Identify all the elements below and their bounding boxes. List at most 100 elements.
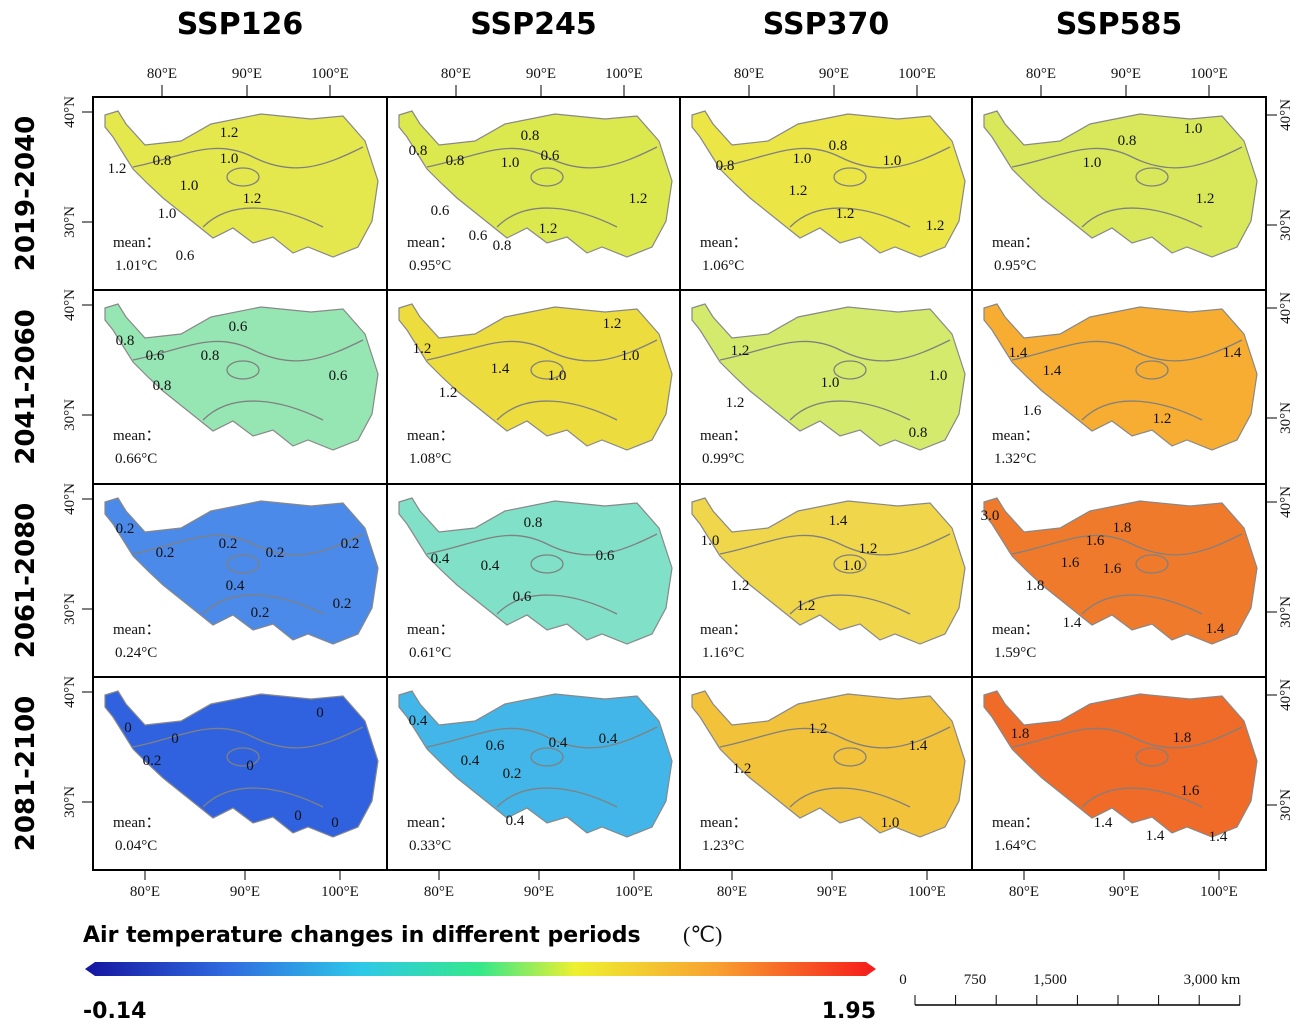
mean-value: 0.95°C xyxy=(994,258,1036,274)
lon-label-bottom: 80°E xyxy=(130,884,160,900)
mean-label: mean： xyxy=(700,815,747,831)
row-label: 2041-2060 xyxy=(11,309,41,465)
lat-label-right: 40°N xyxy=(1278,99,1294,131)
scale-label: 1,500 xyxy=(1033,972,1067,988)
contour-line xyxy=(132,339,364,421)
mean-label: mean： xyxy=(992,235,1039,251)
contour-label: 1.2 xyxy=(1153,411,1172,427)
mean-value: 1.08°C xyxy=(409,451,451,467)
contour-line xyxy=(1011,146,1243,228)
contour-label: 0.6 xyxy=(486,738,505,754)
lat-label-left: 40°N xyxy=(62,289,78,321)
contour-line xyxy=(132,533,364,615)
contour-label: 1.0 xyxy=(548,368,567,384)
contour-label: 0.2 xyxy=(156,545,175,561)
contour-label: 1.2 xyxy=(539,221,558,237)
row-label: 2081-2100 xyxy=(11,696,41,852)
contour-label: 1.4 xyxy=(1043,363,1062,379)
mean-label: mean： xyxy=(992,815,1039,831)
contour-line xyxy=(1135,747,1169,767)
contour-label: 1.6 xyxy=(1086,533,1105,549)
contour-label: 1.2 xyxy=(809,721,828,737)
contour-label: 0.4 xyxy=(461,753,480,769)
lon-label-bottom: 100°E xyxy=(615,884,653,900)
contour-label: 1.4 xyxy=(1223,345,1242,361)
lon-label-bottom: 80°E xyxy=(1009,884,1039,900)
row-label: 2061-2080 xyxy=(11,503,41,659)
lon-label-top: 80°E xyxy=(441,66,471,82)
contour-line xyxy=(530,360,564,380)
contour-label: 0.2 xyxy=(341,536,360,552)
contour-label: 1.6 xyxy=(1103,561,1122,577)
lat-label-right: 30°N xyxy=(1278,789,1294,821)
row-label: 2019-2040 xyxy=(11,116,41,272)
contour-label: 0.6 xyxy=(146,348,165,364)
mean-label: mean： xyxy=(992,622,1039,638)
panel: 1.4 1.4 1.4 1.6 1.2 mean： 1.32°C xyxy=(971,289,1267,485)
contour-label: 1.6 xyxy=(1061,555,1080,571)
contour-label: 0.2 xyxy=(503,766,522,782)
mean-value: 1.23°C xyxy=(702,838,744,854)
mean-value: 0.04°C xyxy=(115,838,157,854)
mean-value: 1.64°C xyxy=(994,838,1036,854)
panel: 3.0 1.8 1.6 1.6 1.6 1.8 1.4 1.4 mean： 1.59°C xyxy=(971,483,1267,678)
contour-label: 3.0 xyxy=(981,508,1000,524)
mean-value: 1.01°C xyxy=(115,258,157,274)
lon-label-top: 100°E xyxy=(311,66,349,82)
contour-label: 1.0 xyxy=(158,206,177,222)
contour-line xyxy=(226,747,260,767)
contour-label: 0.8 xyxy=(409,143,428,159)
scale-label: 0 xyxy=(899,972,907,988)
contour-label: 0 xyxy=(331,815,339,831)
panel: 0.4 0.4 0.6 0.4 0.4 0.2 0.4 mean： 0.33°C xyxy=(386,676,681,871)
contour-label: 0.4 xyxy=(409,713,428,729)
contour-label: 0.2 xyxy=(266,545,285,561)
colorbar-max: 1.95 xyxy=(822,999,876,1024)
contour-label: 0.6 xyxy=(431,203,450,219)
contour-label: 1.4 xyxy=(1009,345,1028,361)
contour-label: 1.4 xyxy=(1094,815,1113,831)
mean-label: mean： xyxy=(407,428,454,444)
contour-label: 1.0 xyxy=(843,558,862,574)
contour-label: 1.2 xyxy=(836,206,855,222)
contour-label: 1.0 xyxy=(701,533,720,549)
contour-label: 1.2 xyxy=(859,541,878,557)
contour-label: 0.2 xyxy=(251,605,270,621)
mean-label: mean： xyxy=(407,235,454,251)
contour-label: 0.8 xyxy=(153,153,172,169)
column-header: SSP585 xyxy=(1056,7,1182,42)
contour-label: 0.8 xyxy=(524,515,543,531)
contour-label: 1.2 xyxy=(731,343,750,359)
panel: 1.2 1.0 1.0 1.2 0.8 mean： 0.99°C xyxy=(679,289,973,485)
legend-unit: (℃) xyxy=(683,922,722,947)
legend-title: Air temperature changes in different per… xyxy=(83,923,641,948)
scale-label: 750 xyxy=(964,972,987,988)
contour-label: 0.2 xyxy=(116,521,135,537)
contour-label: 1.0 xyxy=(883,153,902,169)
lat-label-right: 40°N xyxy=(1278,679,1294,711)
contour-line xyxy=(530,747,564,767)
contour-label: 1.0 xyxy=(220,151,239,167)
lon-label-bottom: 90°E xyxy=(817,884,847,900)
contour-label: 0.6 xyxy=(541,148,560,164)
contour-line xyxy=(1135,167,1169,187)
contour-label: 0.8 xyxy=(521,128,540,144)
mean-label: mean： xyxy=(992,428,1039,444)
contour-line xyxy=(426,339,658,421)
contour-label: 1.4 xyxy=(491,361,510,377)
contour-line xyxy=(719,146,951,228)
contour-label: 0.4 xyxy=(506,813,525,829)
contour-label: 1.8 xyxy=(1026,578,1045,594)
mean-value: 1.06°C xyxy=(702,258,744,274)
contour-line xyxy=(833,360,867,380)
lon-label-top: 100°E xyxy=(898,66,936,82)
contour-label: 0 xyxy=(246,758,254,774)
contour-label: 0.4 xyxy=(431,551,450,567)
lat-label-right: 30°N xyxy=(1278,596,1294,628)
lat-label-left: 40°N xyxy=(62,676,78,708)
contour-label: 1.0 xyxy=(1184,121,1203,137)
contour-line xyxy=(530,167,564,187)
panel: 0.8 0.4 0.4 0.6 0.6 mean： 0.61°C xyxy=(386,483,681,678)
panel: 0.8 1.0 1.0 0.8 1.2 1.2 1.2 mean： 1.06°C xyxy=(679,96,973,291)
contour-label: 0.4 xyxy=(226,578,245,594)
